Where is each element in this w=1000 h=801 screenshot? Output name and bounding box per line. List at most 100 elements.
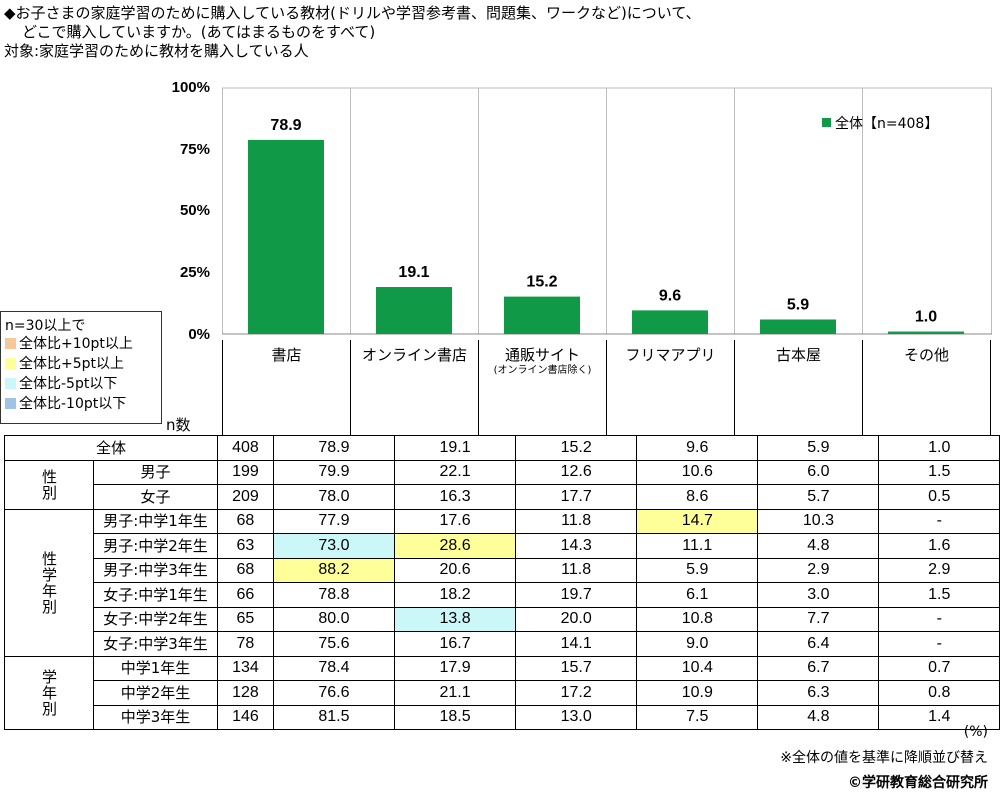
table-row: 学年別 中学1年生 134 78.4 17.9 15.7 10.4 6.7 0.7 [4,655,1000,730]
value-cell: 13.0 [515,704,638,730]
y-tick-0: 0% [188,326,210,343]
legend-item-minus5: 全体比-5pt以下 [5,374,117,394]
value-cell: 22.1 [393,459,517,485]
value-cell: 76.6 [272,680,395,706]
table-row: 女子:中学3年生 78 75.6 16.7 14.1 9.0 6.4- [5,631,1000,657]
table-row: 女子 209 78.0 16.3 17.7 8.6 5.7 0.5 [5,484,1000,510]
value-cell: 10.9 [636,680,759,706]
n-count-cell: 78 [217,631,274,657]
n-count-cell: 408 [217,435,274,461]
n-count-cell: 209 [217,484,274,510]
value-cell: 1.0 [878,435,1000,461]
row-label: 男子:中学1年生 [92,508,219,534]
bar-value-label-6: 1.0 [915,309,937,326]
column-header-note: (オンライン書店除く) [493,365,592,376]
value-cell: 10.4 [636,655,759,681]
group-label-grade: 学年別 [4,655,94,730]
value-cell: 5.9 [636,557,759,583]
n-count-cell: 63 [217,533,274,559]
value-cell: 11.8 [515,508,638,534]
value-cell: 3.0 [757,582,880,608]
bar-value-label-4: 9.6 [659,287,681,304]
row-label: 中学3年生 [92,704,219,730]
row-label: 男子:中学3年生 [92,557,219,583]
row-label: 女子 [92,484,219,510]
bar-value-label-2: 19.1 [398,264,429,281]
value-cell: 17.9 [393,655,517,681]
legend-item-plus10: 全体比+10pt以上 [5,334,133,354]
n-count-cell: 68 [217,557,274,583]
value-cell: 5.9 [757,435,880,461]
value-cell: 77.9 [272,508,395,534]
bar-2 [376,287,452,334]
value-cell: 6.7 [757,655,880,681]
value-cell: 0.5 [878,484,1000,510]
bar-value-label-1: 78.9 [270,117,301,134]
highlight-legend: n=30以上で 全体比+10pt以上 全体比+5pt以上 全体比-5pt以下 全… [0,311,162,424]
value-cell: 79.9 [272,459,395,485]
value-cell: 19.1 [393,435,517,461]
value-cell: 18.2 [393,582,517,608]
column-header-label: その他 [903,346,949,364]
value-cell: 4.8 [757,704,880,730]
table-row: 性別 男子 199 79.9 22.1 12.6 10.6 6.0 1.5 [4,459,1000,510]
value-cell: 9.6 [636,435,759,461]
value-cell: 21.1 [393,680,517,706]
value-cell: 20.0 [515,606,638,632]
value-cell: 78.9 [272,435,395,461]
table-row: 女子:中学2年生 65 80.0 13.8 20.0 10.8 7.7- [5,606,1000,632]
value-cell: 1.4 [878,704,1000,730]
value-cell: 78.4 [272,655,395,681]
value-cell: 0.7 [878,655,1000,681]
row-label: 男子 [92,459,219,485]
value-cell: - [878,631,1000,657]
n-count-cell: 65 [217,606,274,632]
bar-6 [888,331,964,334]
n-count-cell: 66 [217,582,274,608]
table-row: 中学2年生 128 76.6 21.1 17.2 10.9 6.3 0.8 [5,680,1000,706]
value-cell: 17.7 [515,484,638,510]
target-respondents: 対象:家庭学習のために教材を購入している人 [4,42,309,60]
highlight-legend-title: n=30以上で [5,318,86,334]
value-cell: 8.6 [636,484,759,510]
value-cell: 2.9 [878,557,1000,583]
value-cell: 10.6 [636,459,759,485]
table-row: 性学年別 男子:中学1年生 68 77.9 17.6 11.8 14.7 10.3 - [4,508,1000,657]
value-cell: 4.8 [757,533,880,559]
value-cell: 9.0 [636,631,759,657]
row-label: 全体 [3,435,219,461]
value-cell: 6.0 [757,459,880,485]
column-header-label: フリマアプリ [625,346,716,364]
column-header-5: 古本屋 [734,340,862,435]
column-header-label: オンライン書店 [361,346,467,364]
value-cell: - [878,606,1000,632]
value-cell: 15.2 [515,435,638,461]
value-cell: 10.3 [757,508,880,534]
bar-5 [760,319,836,334]
n-count-cell: 128 [217,680,274,706]
group-label-gender_grade: 性学年別 [4,508,94,657]
value-cell: 14.3 [515,533,638,559]
column-header-6: その他 [862,340,991,435]
table-row: 男子:中学2年生 63 73.0 28.6 14.3 11.1 4.8 1.6 [5,533,1000,559]
table-row: 女子:中学1年生 66 78.8 18.2 19.7 6.1 3.0 1.5 [5,582,1000,608]
y-tick-25: 25% [179,264,210,281]
series-legend-label: 全体【n=408】 [835,115,938,132]
bar-value-label-3: 15.2 [526,274,557,291]
value-cell: 14.1 [515,631,638,657]
value-cell: 14.7 [636,508,759,534]
value-cell: 17.6 [393,508,517,534]
value-cell: 16.7 [393,631,517,657]
column-header-label: 通販サイト [504,346,580,364]
swatch-minus10 [5,398,16,409]
bar-value-label-5: 5.9 [787,296,809,313]
value-cell: 6.3 [757,680,880,706]
value-cell: 18.5 [393,704,517,730]
value-cell: 15.7 [515,655,638,681]
row-label: 女子:中学2年生 [92,606,219,632]
legend-item-plus5: 全体比+5pt以上 [5,354,124,374]
value-cell: 12.6 [515,459,638,485]
n-count-cell: 134 [217,655,274,681]
group-label-gender: 性別 [4,459,94,510]
question-title-cont: どこで購入していますか。(あてはまるものをすべて) [22,23,376,41]
